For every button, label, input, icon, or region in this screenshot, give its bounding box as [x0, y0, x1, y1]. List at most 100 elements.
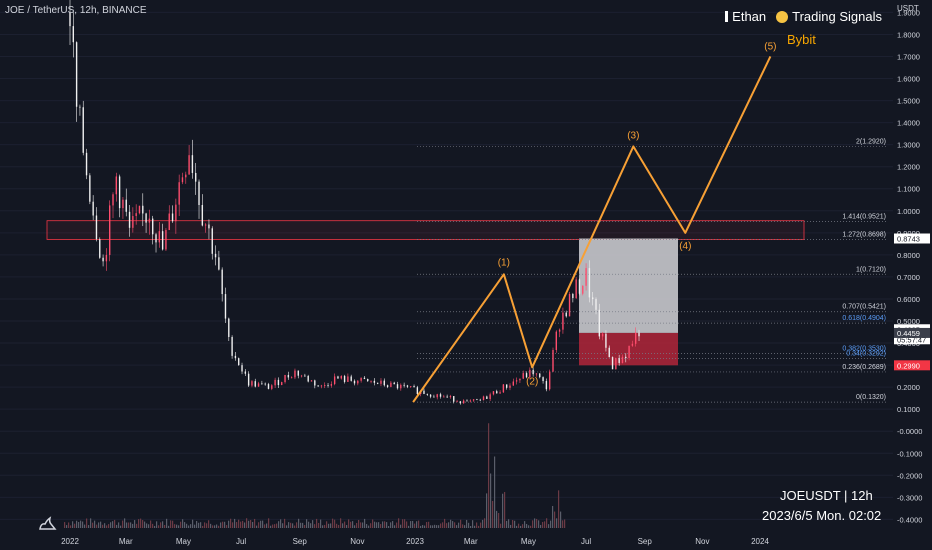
candle-body	[290, 377, 293, 379]
x-tick-label: May	[176, 537, 191, 546]
y-tick-label: 0.8000	[897, 251, 920, 260]
volume-bar	[240, 521, 242, 528]
candle-body	[545, 381, 548, 390]
candle-body	[112, 194, 114, 206]
volume-bar	[442, 522, 444, 528]
candle-body	[353, 380, 356, 384]
candle-body	[251, 381, 253, 386]
price-tag-label: 0.2990	[897, 361, 920, 370]
volume-bar	[526, 523, 528, 528]
candle-body	[99, 239, 101, 258]
volume-bar	[434, 524, 436, 528]
volume-bar	[276, 523, 278, 528]
y-tick-label: 0.2000	[897, 383, 920, 392]
signal-title: Trading Signals	[792, 9, 882, 24]
volume-bar	[258, 522, 260, 528]
volume-bar	[362, 522, 364, 528]
volume-bar	[364, 518, 366, 528]
volume-bar	[418, 520, 420, 528]
volume-bar	[398, 518, 400, 528]
volume-bar	[140, 518, 142, 528]
volume-bar	[232, 522, 234, 528]
volume-bar	[432, 525, 434, 528]
candle-body	[118, 176, 121, 209]
volume-bar	[412, 520, 414, 528]
candle-body	[462, 400, 465, 404]
y-tick-label: 0.1000	[897, 405, 920, 414]
volume-bar	[314, 524, 316, 528]
candle-body	[135, 213, 137, 217]
volume-bar	[502, 493, 504, 528]
volume-bar	[536, 518, 538, 528]
price-tag-label: 05:57:47	[897, 335, 926, 344]
candle-body	[416, 387, 419, 395]
volume-bar	[94, 520, 96, 528]
candle-body	[171, 213, 174, 222]
candle-body	[486, 396, 488, 399]
volume-bar	[544, 521, 546, 528]
volume-bar	[374, 521, 376, 528]
candle-body	[601, 333, 604, 337]
fib-label: 2(1.2920)	[856, 138, 886, 145]
candle-body	[125, 199, 127, 212]
candle-body	[582, 285, 584, 294]
wave-label: (4)	[679, 241, 691, 252]
candle-body	[433, 396, 435, 398]
candle-body	[142, 205, 144, 214]
volume-bar	[150, 520, 152, 528]
volume-bar	[162, 521, 164, 528]
candle-body	[257, 383, 260, 387]
candle-body	[178, 182, 180, 205]
volume-bar	[250, 519, 252, 528]
candle-body	[502, 384, 505, 393]
fib-label: 1.414(0.9521)	[842, 213, 886, 220]
candle-body	[608, 347, 610, 358]
signals-header: Ethan Trading Signals	[725, 9, 882, 24]
volume-bar	[492, 500, 494, 528]
volume-bar	[266, 523, 268, 528]
volume-bar	[326, 521, 328, 528]
candle-body	[595, 299, 597, 310]
volume-bar	[414, 523, 416, 528]
y-tick-label: -0.3000	[897, 493, 922, 502]
volume-bar	[498, 513, 500, 528]
volume-bar	[346, 525, 348, 528]
tradingview-logo[interactable]	[38, 515, 58, 531]
candle-body	[390, 382, 392, 387]
candle-body	[469, 400, 471, 402]
candle-body	[145, 213, 147, 223]
candle-body	[472, 399, 475, 401]
volume-bar	[350, 521, 352, 528]
candle-body	[95, 215, 98, 240]
candle-body	[357, 380, 359, 384]
candle-body	[340, 375, 342, 379]
fib-label: 0.34(0.3292)	[846, 351, 886, 358]
volume-bar	[128, 522, 130, 528]
volume-bar	[262, 520, 264, 528]
volume-bar	[180, 521, 182, 528]
volume-bar	[304, 524, 306, 528]
volume-bar	[114, 519, 116, 528]
volume-bar	[206, 523, 208, 528]
volume-bar	[422, 525, 424, 528]
candle-body	[532, 369, 534, 375]
volume-bar	[152, 523, 154, 528]
candle-body	[628, 345, 630, 359]
y-tick-label: 1.2000	[897, 163, 920, 172]
volume-bar	[430, 525, 432, 528]
candle-body	[115, 176, 118, 195]
candle-body	[512, 381, 515, 386]
volume-bar	[242, 520, 244, 528]
candle-body	[234, 355, 237, 359]
volume-bar	[172, 520, 174, 528]
volume-bar	[552, 505, 554, 528]
volume-bar	[216, 524, 218, 528]
volume-bar	[280, 519, 282, 528]
volume-bar	[328, 523, 330, 528]
candle-body	[396, 384, 399, 389]
volume-bar	[556, 518, 558, 528]
volume-bar	[86, 518, 88, 528]
volume-bar	[378, 522, 380, 528]
